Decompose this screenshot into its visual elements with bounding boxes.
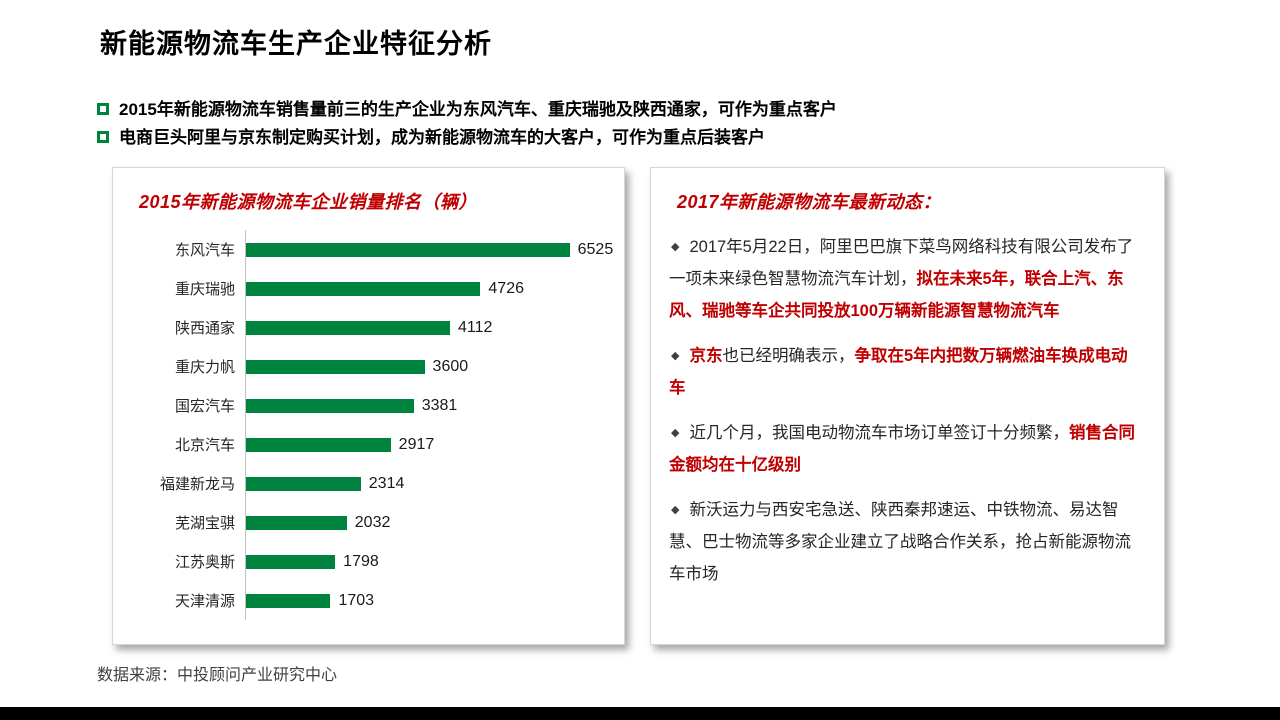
bar	[246, 515, 347, 530]
key-point: 电商巨头阿里与京东制定购买计划，成为新能源物流车的大客户，可作为重点后装客户	[97, 127, 837, 148]
value-label: 2314	[368, 474, 405, 492]
value-label: 2917	[398, 435, 435, 453]
chart-row: 东风汽车 6525	[113, 230, 624, 269]
value-label: 4726	[488, 279, 524, 297]
diamond-bullet-icon: ◆	[671, 241, 680, 253]
news-text-segment: 销售合同金额均在十亿级别	[669, 424, 1135, 474]
news-panel-title: 2017年新能源物流车最新动态：	[677, 192, 942, 212]
key-point-text: 电商巨头阿里与京东制定购买计划，成为新能源物流车的大客户，可作为重点后装客户	[119, 128, 765, 147]
bar-track: 4112	[245, 308, 624, 347]
news-item: ◆ 新沃运力与西安宅急送、陕西秦邦速运、中铁物流、易达智慧、巴士物流等多家企业建立…	[669, 494, 1144, 590]
news-text-segment: 京东	[689, 347, 723, 365]
chart-row: 北京汽车 2917	[113, 425, 624, 464]
news-item: ◆ 近几个月，我国电动物流车市场订单签订十分频繁，销售合同金额均在十亿级别	[669, 417, 1144, 481]
chart-row: 重庆瑞驰 4726	[113, 269, 624, 308]
news-text-segment: 新沃运力与西安宅急送、陕西秦邦速运、中铁物流、易达智慧、巴士物流等多家企业建立了…	[669, 501, 1131, 583]
value-label: 3381	[421, 396, 458, 414]
bar	[246, 437, 391, 452]
chart-row: 重庆力帆 3600	[113, 347, 624, 386]
bar-track: 6525	[245, 230, 624, 269]
category-label: 北京汽车	[174, 437, 235, 454]
news-text-segment: 拟在未来5年，联合上汽、东风、瑞驰等车企共同投放100万辆新能源智慧物流汽车	[669, 270, 1124, 320]
bar	[246, 281, 481, 296]
bar	[246, 359, 425, 374]
news-text-segment: 2017年5月22日，阿里巴巴旗下菜鸟网络科技有限公司发布了一项未来绿色智慧物流…	[669, 238, 1134, 288]
news-text-segment: 争取在5年内把数万辆燃油车换成电动车	[669, 347, 1128, 397]
square-bullet-icon	[97, 131, 109, 143]
bar	[246, 320, 450, 335]
bar-track: 4726	[245, 269, 624, 308]
bar	[246, 398, 414, 413]
diamond-bullet-icon: ◆	[671, 427, 680, 439]
category-label: 福建新龙马	[159, 476, 235, 493]
news-bullets: ◆ 2017年5月22日，阿里巴巴旗下菜鸟网络科技有限公司发布了一项未来绿色智慧物…	[651, 214, 1164, 590]
bar	[246, 554, 336, 569]
category-label: 芜湖宝骐	[174, 515, 235, 532]
chart-title: 2015年新能源物流车企业销量排名（辆）	[139, 192, 478, 212]
bar	[246, 476, 361, 491]
chart-row: 天津清源 1703	[113, 581, 624, 620]
category-label: 国宏汽车	[174, 398, 235, 415]
bar-track: 1798	[245, 542, 624, 581]
news-text-segment: 也已经明确表示，	[722, 347, 855, 365]
chart-row: 国宏汽车 3381	[113, 386, 624, 425]
key-points: 2015年新能源物流车销售量前三的生产企业为东风汽车、重庆瑞驰及陕西通家，可作为…	[97, 99, 837, 148]
category-label: 东风汽车	[174, 242, 235, 259]
bar-track: 1703	[245, 581, 624, 620]
value-label: 1798	[343, 552, 379, 570]
data-source-note: 数据来源：中投顾问产业研究中心	[97, 667, 338, 684]
diamond-bullet-icon: ◆	[671, 504, 680, 516]
bar	[246, 593, 331, 608]
news-item: ◆ 2017年5月22日，阿里巴巴旗下菜鸟网络科技有限公司发布了一项未来绿色智慧物…	[669, 231, 1144, 327]
category-label: 重庆瑞驰	[174, 281, 235, 298]
news-panel: 2017年新能源物流车最新动态： ◆ 2017年5月22日，阿里巴巴旗下菜鸟网络科…	[650, 167, 1165, 645]
news-text-segment: 近几个月，我国电动物流车市场订单签订十分频繁，	[689, 424, 1069, 442]
category-label: 陕西通家	[174, 320, 235, 337]
bar-chart-rows: 东风汽车 6525 重庆瑞驰 4726 陕西通家 4112 重庆力帆 3600 国宏汽车 3381…	[113, 230, 624, 620]
square-bullet-icon	[97, 103, 109, 115]
bar-track: 3381	[245, 386, 624, 425]
key-point-text: 2015年新能源物流车销售量前三的生产企业为东风汽车、重庆瑞驰及陕西通家，可作为…	[119, 100, 837, 119]
bar-track: 2917	[245, 425, 624, 464]
value-label: 6525	[577, 240, 614, 258]
chart-row: 芜湖宝骐 2032	[113, 503, 624, 542]
value-label: 4112	[457, 318, 493, 336]
value-label: 2032	[354, 513, 391, 531]
category-label: 江苏奥斯	[174, 554, 235, 571]
sales-ranking-panel: 2015年新能源物流车企业销量排名（辆） 东风汽车 6525 重庆瑞驰 4726 陕西通…	[112, 167, 625, 645]
diamond-bullet-icon: ◆	[671, 350, 680, 362]
value-label: 1703	[338, 591, 375, 609]
bottom-black-bar	[0, 707, 1280, 720]
bar-track: 2314	[245, 464, 624, 503]
category-label: 重庆力帆	[174, 359, 235, 376]
bar	[246, 242, 570, 257]
key-point: 2015年新能源物流车销售量前三的生产企业为东风汽车、重庆瑞驰及陕西通家，可作为…	[97, 99, 837, 120]
chart-row: 福建新龙马 2314	[113, 464, 624, 503]
page-title: 新能源物流车生产企业特征分析	[100, 29, 492, 59]
bar-track: 3600	[245, 347, 624, 386]
news-item: ◆ 京东也已经明确表示，争取在5年内把数万辆燃油车换成电动车	[669, 340, 1144, 404]
category-label: 天津清源	[174, 593, 235, 610]
bar-track: 2032	[245, 503, 624, 542]
chart-row: 陕西通家 4112	[113, 308, 624, 347]
chart-row: 江苏奥斯 1798	[113, 542, 624, 581]
value-label: 3600	[432, 357, 469, 375]
